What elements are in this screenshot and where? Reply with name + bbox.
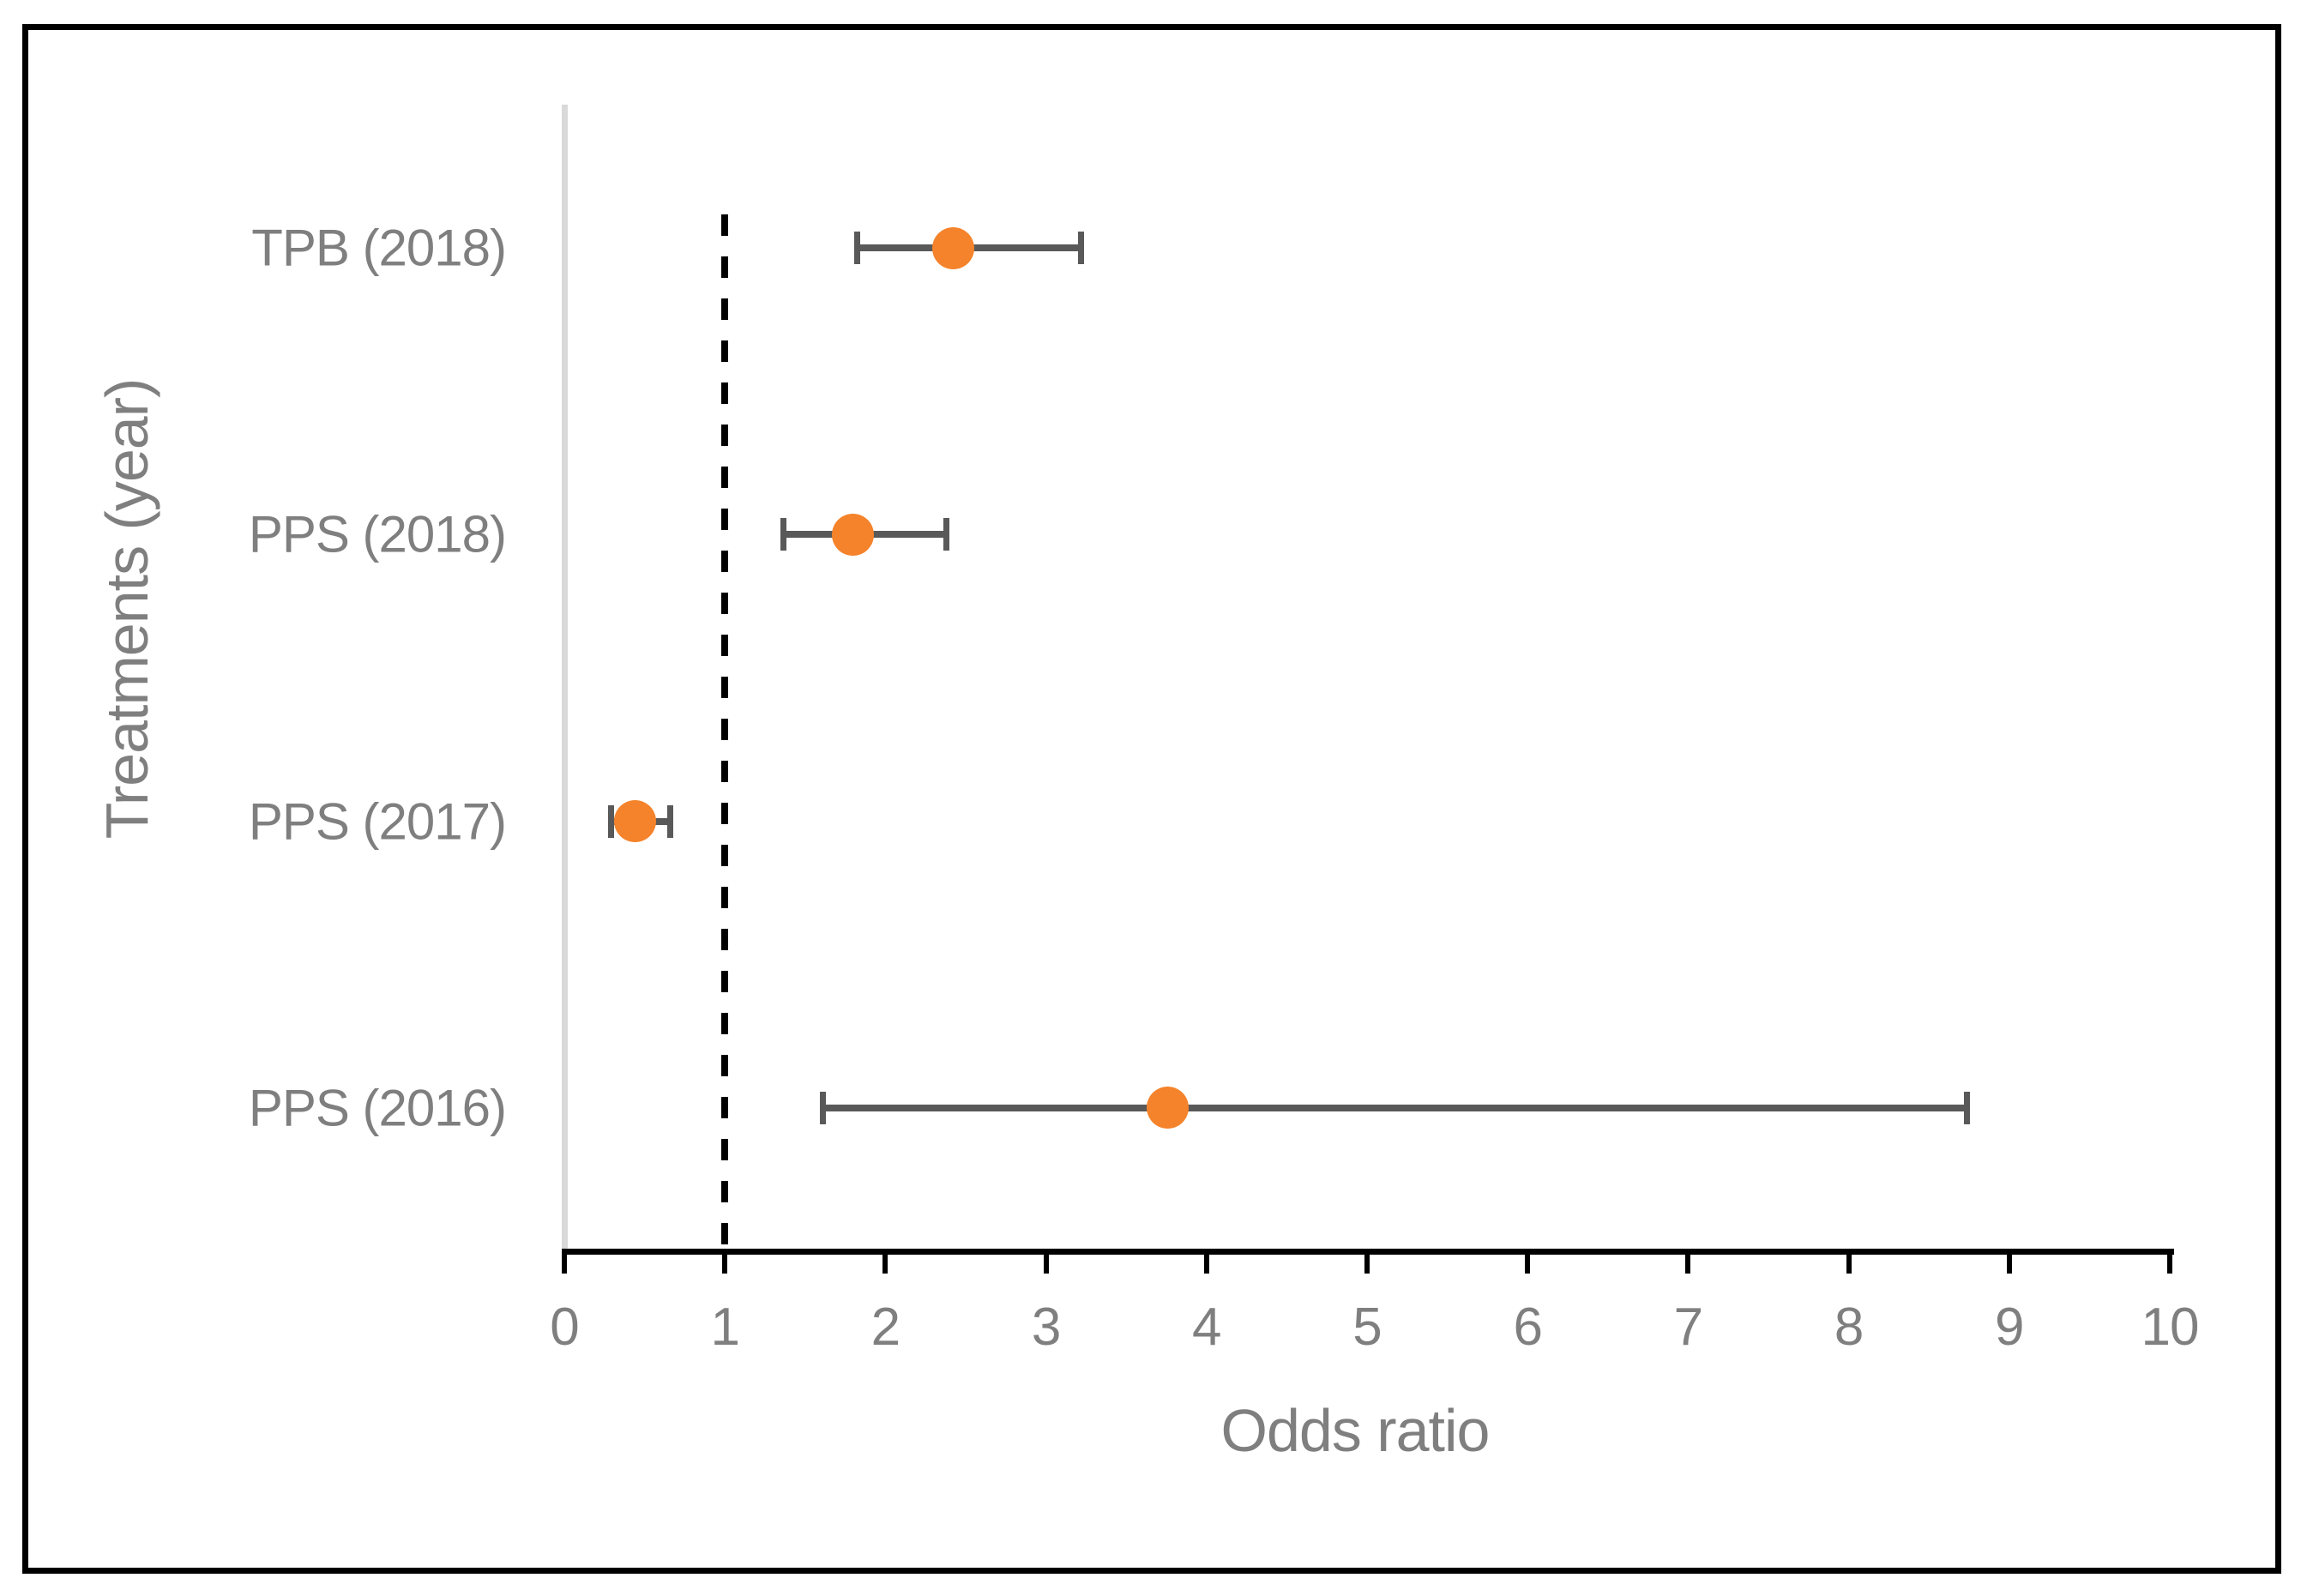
x-tick [1685, 1251, 1691, 1274]
error-bar-cap-left [608, 804, 615, 838]
x-tick [2167, 1251, 2172, 1274]
error-bar-cap-right [1964, 1091, 1971, 1124]
x-tick-label: 10 [2141, 1298, 2200, 1357]
x-tick [562, 1251, 567, 1274]
odds-ratio-marker [931, 226, 974, 269]
x-tick [722, 1251, 728, 1274]
x-tick [1043, 1251, 1049, 1274]
x-tick [1846, 1251, 1852, 1274]
odds-ratio-marker [1147, 1087, 1190, 1129]
category-label-tpb-2018: TPB (2018) [251, 219, 507, 277]
x-tick-label: 8 [1834, 1298, 1864, 1357]
error-bar-cap-right [1077, 232, 1084, 265]
error-bar-cap-right [666, 804, 673, 838]
x-tick [1203, 1251, 1209, 1274]
x-tick-label: 7 [1673, 1298, 1703, 1357]
y-axis-line [562, 105, 568, 1251]
x-tick [1364, 1251, 1370, 1274]
x-tick-label: 4 [1192, 1298, 1221, 1357]
category-label-pps-2016: PPS (2016) [248, 1079, 507, 1137]
x-tick-label: 6 [1513, 1298, 1542, 1357]
x-tick-label: 0 [550, 1298, 579, 1357]
x-tick-label: 5 [1352, 1298, 1382, 1357]
x-axis-title: Odds ratio [1220, 1397, 1491, 1464]
odds-ratio-marker [613, 800, 656, 843]
y-axis-title: Treatments (year) [93, 378, 160, 840]
error-bar-cap-left [853, 232, 860, 265]
x-tick-label: 3 [1031, 1298, 1061, 1357]
error-bar-cap-left [780, 518, 786, 551]
plot-area [562, 105, 2170, 1251]
category-label-pps-2017: PPS (2017) [248, 792, 507, 851]
x-tick-label: 1 [710, 1298, 739, 1357]
error-bar-cap-left [820, 1091, 827, 1124]
x-tick [1525, 1251, 1531, 1274]
x-tick [2006, 1251, 2012, 1274]
x-tick [882, 1251, 888, 1274]
odds-ratio-marker [832, 513, 875, 556]
error-bar-line [822, 1104, 1968, 1111]
chart-frame [22, 24, 2281, 1574]
category-label-pps-2018: PPS (2018) [248, 505, 507, 563]
x-tick-label: 9 [1995, 1298, 2024, 1357]
reference-line-or1 [721, 214, 729, 1251]
x-tick-label: 2 [870, 1298, 901, 1357]
error-bar-cap-right [943, 518, 949, 551]
